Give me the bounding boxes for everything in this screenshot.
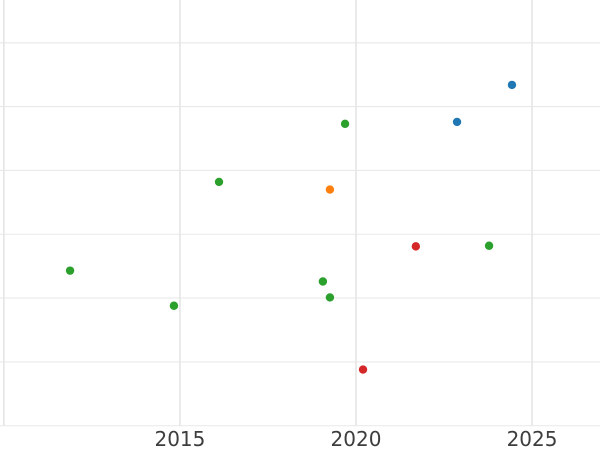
data-point-green bbox=[214, 177, 224, 187]
data-point-orange bbox=[325, 185, 335, 194]
data-point-green bbox=[340, 119, 350, 129]
data-point-red bbox=[411, 242, 421, 251]
data-point-green bbox=[484, 241, 494, 250]
data-point-green bbox=[169, 301, 179, 310]
data-point-blue bbox=[507, 80, 517, 90]
x-tick-label: 2025 bbox=[507, 427, 558, 450]
data-point-green bbox=[318, 277, 328, 286]
data-point-green bbox=[65, 266, 75, 275]
data-point-red bbox=[358, 365, 368, 374]
data-point-blue bbox=[452, 117, 462, 127]
data-point-green bbox=[325, 293, 335, 302]
x-tick-label: 2015 bbox=[154, 427, 205, 450]
x-tick-label: 2020 bbox=[331, 427, 382, 450]
